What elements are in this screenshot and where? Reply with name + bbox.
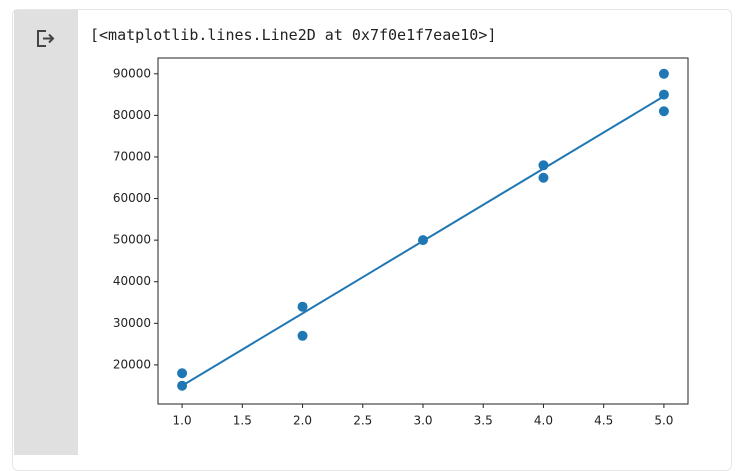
cell-gutter: [14, 10, 78, 455]
x-tick-label: 4.0: [534, 414, 553, 428]
x-tick-label: 1.5: [233, 414, 252, 428]
y-tick-label: 50000: [113, 233, 151, 247]
x-tick-label: 3.0: [413, 414, 432, 428]
scatter-point: [658, 68, 669, 79]
x-tick-label: 3.5: [474, 414, 493, 428]
x-tick-label: 1.0: [173, 414, 192, 428]
plot-frame: [157, 57, 689, 405]
y-tick-label: 80000: [113, 108, 151, 122]
y-tick-label: 90000: [113, 66, 151, 80]
y-tick-label: 60000: [113, 191, 151, 205]
y-tick-label: 70000: [113, 149, 151, 163]
scatter-point: [538, 172, 549, 183]
output-cell: [12, 9, 732, 471]
page: [<matplotlib.lines.Line2D at 0x7f0e1f7ea…: [12, 9, 732, 471]
fit-line: [181, 95, 665, 387]
scatter-point: [177, 368, 188, 379]
output-icon-layer: [37, 30, 55, 47]
scatter-point: [297, 330, 308, 341]
x-tick-label: 5.0: [654, 414, 673, 428]
scatter-point: [658, 106, 669, 117]
x-tick-label: 2.5: [353, 414, 372, 428]
scatter-point: [297, 301, 308, 312]
x-tick-label: 4.5: [594, 414, 613, 428]
output-icon[interactable]: [37, 30, 55, 47]
y-tick-label: 30000: [113, 316, 151, 330]
y-tick-label: 40000: [113, 274, 151, 288]
x-tick-label: 2.0: [293, 414, 312, 428]
y-tick-label: 20000: [113, 357, 151, 371]
chart: 20000 30000 40000 50000 60000 70000 80000 90000…: [113, 57, 689, 428]
output-text: [<matplotlib.lines.Line2D at 0x7f0e1f7ea…: [90, 26, 497, 44]
